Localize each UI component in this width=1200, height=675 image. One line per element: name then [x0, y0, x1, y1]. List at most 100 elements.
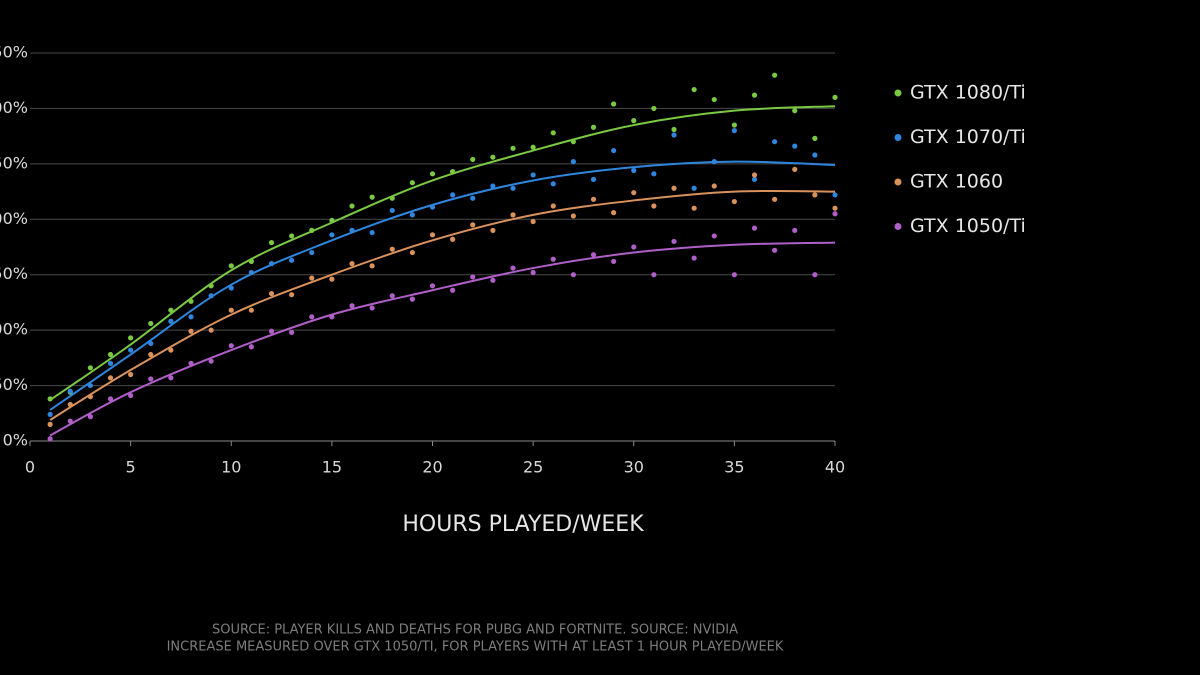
scatter-point: [651, 171, 657, 177]
y-tick-label: 200%: [0, 209, 28, 228]
scatter-point: [208, 358, 214, 364]
scatter-point: [691, 205, 697, 211]
scatter-point: [409, 180, 415, 186]
y-tick-label: 150%: [0, 264, 28, 283]
y-tick-label: 300%: [0, 98, 28, 117]
scatter-point: [711, 183, 717, 189]
legend-label: GTX 1050/Ti: [910, 215, 1026, 237]
scatter-point: [429, 171, 436, 177]
scatter-point: [148, 376, 154, 382]
scatter-point: [429, 283, 436, 289]
x-tick-label: 30: [624, 458, 644, 477]
scatter-point: [450, 192, 456, 198]
scatter-point: [490, 183, 496, 189]
x-tick-label: 10: [221, 458, 241, 477]
scatter-point: [792, 143, 798, 149]
scatter-point: [309, 314, 315, 320]
scatter-point: [289, 257, 295, 263]
legend-marker: [894, 223, 902, 230]
scatter-point: [309, 275, 315, 281]
scatter-point: [590, 196, 597, 202]
scatter-point: [369, 229, 375, 236]
scatter-point: [389, 246, 395, 252]
scatter-point: [832, 211, 838, 217]
scatter-point: [289, 329, 295, 335]
scatter-point: [611, 210, 617, 216]
scatter-point: [248, 344, 254, 350]
scatter-point: [731, 198, 737, 205]
scatter-point: [812, 272, 818, 278]
scatter-point: [751, 172, 758, 178]
x-tick-label: 25: [523, 458, 543, 477]
scatter-point: [530, 144, 536, 150]
scatter-point: [751, 176, 758, 182]
scatter-point: [671, 132, 677, 138]
scatter-point: [67, 388, 73, 394]
scatter-point: [409, 249, 415, 256]
trend-line: [49, 189, 836, 421]
scatter-point: [651, 203, 657, 209]
x-tick-label: 5: [126, 458, 136, 477]
scatter-point: [671, 238, 677, 245]
x-tick-label: 40: [825, 458, 845, 477]
scatter-point: [530, 269, 536, 276]
scatter-point: [631, 190, 637, 196]
scatter-point: [671, 126, 677, 133]
scatter-point: [812, 152, 818, 158]
scatter-point: [329, 232, 335, 238]
scatter-point: [611, 147, 617, 154]
scatter-point: [329, 276, 335, 282]
scatter-point: [168, 318, 174, 324]
scatter-point: [228, 263, 234, 269]
scatter-point: [812, 135, 818, 141]
scatter-point: [409, 296, 415, 302]
scatter-point: [792, 227, 798, 233]
scatter-point: [510, 185, 516, 191]
scatter-point: [268, 239, 275, 246]
scatter-point: [128, 392, 134, 399]
scatter-point: [711, 96, 717, 103]
scatter-point: [530, 172, 536, 178]
scatter-point: [570, 272, 576, 278]
scatter-point: [128, 371, 134, 378]
scatter-point: [349, 203, 355, 209]
scatter-point: [691, 185, 697, 191]
legend-label: GTX 1060: [910, 171, 1003, 193]
scatter-point: [631, 118, 637, 124]
scatter-point: [651, 105, 657, 112]
scatter-point: [550, 203, 556, 209]
scatter-point: [550, 181, 556, 187]
scatter-point: [409, 212, 415, 218]
legend-label: GTX 1070/Ti: [910, 126, 1026, 148]
scatter-point: [550, 256, 556, 262]
scatter-point: [188, 328, 194, 334]
scatter-point: [772, 139, 778, 145]
scatter-point: [349, 303, 355, 309]
scatter-point: [470, 274, 476, 280]
y-tick-label: 0%: [3, 431, 28, 450]
x-tick-label: 0: [25, 458, 35, 477]
scatter-point: [268, 290, 275, 297]
scatter-point: [651, 272, 657, 278]
scatter-point: [832, 192, 838, 198]
scatter-point: [429, 232, 436, 238]
scatter-point: [107, 360, 114, 366]
scatter-point: [107, 375, 114, 381]
y-tick-label: 100%: [0, 320, 28, 339]
scatter-point: [289, 292, 295, 298]
scatter-point: [772, 247, 778, 253]
scatter-point: [751, 225, 758, 231]
scatter-point: [168, 347, 174, 353]
scatter-point: [47, 436, 53, 442]
x-tick-label: 35: [724, 458, 744, 477]
scatter-point: [772, 72, 778, 78]
scatter-point: [369, 305, 375, 311]
scatter-point: [87, 414, 93, 420]
trend-line: [49, 105, 836, 401]
scatter-point: [369, 194, 375, 200]
scatter-point: [107, 351, 114, 358]
scatter-point: [611, 101, 617, 107]
scatter-point: [47, 421, 53, 427]
scatter-point: [510, 145, 516, 151]
